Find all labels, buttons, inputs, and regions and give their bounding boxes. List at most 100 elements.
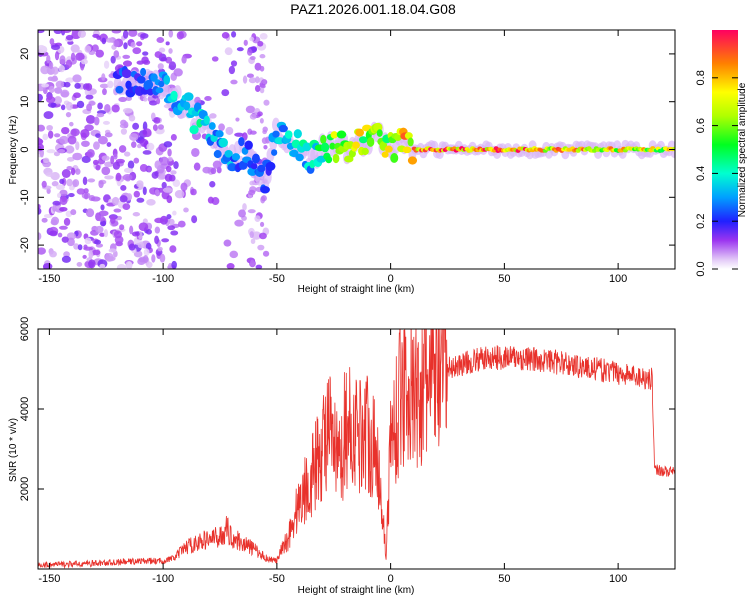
spectrogram-noise-cell bbox=[38, 30, 45, 34]
spectrogram-noise-cell bbox=[146, 142, 155, 151]
spectrogram-noise-cell bbox=[190, 188, 197, 196]
spectrogram-ridge-cell bbox=[121, 69, 132, 79]
spectrogram-noise-cell bbox=[104, 175, 114, 180]
spectrogram-noise-cell bbox=[98, 180, 104, 189]
spectrogram-noise-cell bbox=[70, 44, 80, 53]
spectrogram-noise-cell bbox=[66, 166, 73, 171]
spectrogram-noise-cell bbox=[262, 250, 270, 257]
spectrogram-noise-cell bbox=[145, 242, 152, 250]
snr-panel: -150 -100 -50 0 50 100 2000 4000 6000 Height of … bbox=[8, 317, 676, 596]
spectrogram-noise-cell bbox=[95, 49, 104, 58]
spectrogram-ridge-cell bbox=[215, 130, 224, 138]
spectrogram-noise-cell bbox=[72, 152, 83, 161]
spectrogram-noise-cell bbox=[129, 133, 139, 141]
spectrogram-noise-cell bbox=[250, 259, 255, 267]
bottom-x-axis-label: Height of straight line (km) bbox=[298, 585, 415, 596]
spectrogram-noise-cell bbox=[95, 225, 104, 234]
spectrogram-noise-cell bbox=[118, 145, 127, 153]
spectrogram-noise-cell bbox=[82, 176, 88, 186]
spectrogram-noise-cell bbox=[221, 32, 230, 39]
y-tick-label: 6000 bbox=[19, 317, 31, 341]
spectrogram-noise-cell bbox=[95, 164, 101, 171]
spectrogram-noise-cell bbox=[51, 66, 59, 75]
spectrogram-noise-cell bbox=[139, 163, 148, 172]
spectrogram-noise-cell bbox=[254, 215, 261, 223]
spectrogram-noise-cell bbox=[262, 79, 267, 85]
spectrogram-noise-cell bbox=[164, 173, 173, 182]
x-tick-label: 100 bbox=[609, 573, 627, 585]
spectrogram-noise-cell bbox=[93, 141, 100, 150]
spectrogram-noise-cell bbox=[122, 30, 129, 39]
spectrogram-noise-cell bbox=[204, 95, 212, 102]
spectrogram-noise-cell bbox=[221, 89, 230, 97]
spectrogram-noise-cell bbox=[72, 179, 80, 188]
spectrogram-noise-cell bbox=[158, 47, 166, 53]
spectrogram-noise-cell bbox=[112, 161, 121, 170]
spectrogram-noise-cell bbox=[76, 188, 86, 195]
spectrogram-noise-cell bbox=[218, 123, 225, 132]
spectrogram-noise-cell bbox=[258, 232, 267, 240]
spectrogram-noise-cell bbox=[165, 165, 172, 173]
spectrogram-noise-cell bbox=[124, 151, 131, 157]
spectrogram-noise-cell bbox=[159, 156, 170, 166]
spectrogram-noise-cell bbox=[69, 185, 75, 191]
chart-title: PAZ1.2026.001.18.04.G08 bbox=[290, 1, 456, 17]
spectrogram-noise-cell bbox=[85, 94, 94, 100]
spectrogram-noise-cell bbox=[66, 178, 73, 187]
spectrogram-noise-cell bbox=[259, 33, 268, 40]
spectrogram-ridge-cell bbox=[238, 136, 245, 147]
spectrogram-noise-cell bbox=[59, 196, 68, 206]
spectrogram-noise-cell bbox=[248, 189, 256, 196]
snr-line bbox=[38, 329, 675, 569]
spectrogram-noise-cell bbox=[142, 150, 152, 155]
spectrogram-ridge-cell bbox=[381, 151, 389, 158]
spectrogram-noise-cell bbox=[80, 128, 90, 138]
spectrogram-noise-cell bbox=[65, 111, 72, 118]
spectrogram-noise-cell bbox=[194, 96, 201, 105]
spectrogram-noise-cell bbox=[38, 207, 42, 215]
top-x-axis-label: Height of straight line (km) bbox=[298, 284, 415, 295]
spectrogram-noise-cell bbox=[153, 117, 161, 124]
spectrogram-noise-cell bbox=[64, 145, 75, 154]
spectrogram-ridge-cell bbox=[147, 88, 154, 96]
spectrogram-noise-cell bbox=[43, 213, 53, 218]
spectrogram-ridge-cell bbox=[136, 75, 146, 84]
spectrogram-ridge-cell bbox=[203, 115, 210, 125]
colorbar-tick-label: 0.4 bbox=[695, 166, 707, 181]
spectrogram-noise-cell bbox=[51, 44, 61, 51]
spectrogram-noise-cell bbox=[55, 80, 65, 89]
spectrogram-noise-cell bbox=[193, 162, 201, 171]
spectrogram-noise-cell bbox=[102, 88, 107, 96]
spectrogram-ridge-cell bbox=[407, 156, 418, 165]
spectrogram-noise-cell bbox=[236, 47, 244, 52]
spectrogram-ridge-cell bbox=[183, 92, 194, 101]
bottom-y-axis-label: SNR (10 * v/v) bbox=[8, 418, 19, 482]
spectrogram-noise-cell bbox=[91, 249, 101, 256]
spectrogram-noise-cell bbox=[94, 239, 101, 245]
spectrogram-noise-cell bbox=[146, 199, 156, 206]
spectrogram-noise-cell bbox=[154, 189, 160, 195]
spectrogram-noise-cell bbox=[84, 45, 92, 53]
spectrogram-noise-cell bbox=[99, 83, 109, 89]
spectrogram-noise-cell bbox=[41, 180, 47, 188]
spectrogram-noise-cell bbox=[106, 142, 112, 148]
spectrogram-noise-cell bbox=[123, 167, 134, 173]
spectrogram-noise-cell bbox=[230, 79, 238, 85]
spectrogram-ridge-cell bbox=[247, 167, 258, 176]
spectrogram-noise-cell bbox=[54, 133, 61, 138]
spectrogram-noise-cell bbox=[92, 159, 99, 166]
x-tick-label: 0 bbox=[388, 573, 394, 585]
spectrogram-noise-cell bbox=[235, 117, 240, 122]
spectrogram-ridge-cell bbox=[144, 79, 154, 90]
spectrogram-noise-cell bbox=[59, 55, 66, 65]
spectrogram-noise-cell bbox=[57, 232, 63, 238]
spectrogram-noise-cell bbox=[162, 187, 173, 193]
spectrogram-noise-cell bbox=[91, 44, 99, 52]
spectrogram-noise-cell bbox=[147, 166, 152, 173]
spectrogram-noise-cell bbox=[169, 245, 177, 253]
spectrogram-noise-cell bbox=[156, 37, 165, 44]
spectrogram-noise-cell bbox=[65, 77, 75, 83]
spectrogram-noise-cell bbox=[100, 204, 105, 211]
spectrogram-noise-cell bbox=[69, 121, 74, 127]
spectrogram-noise-cell bbox=[97, 102, 103, 110]
